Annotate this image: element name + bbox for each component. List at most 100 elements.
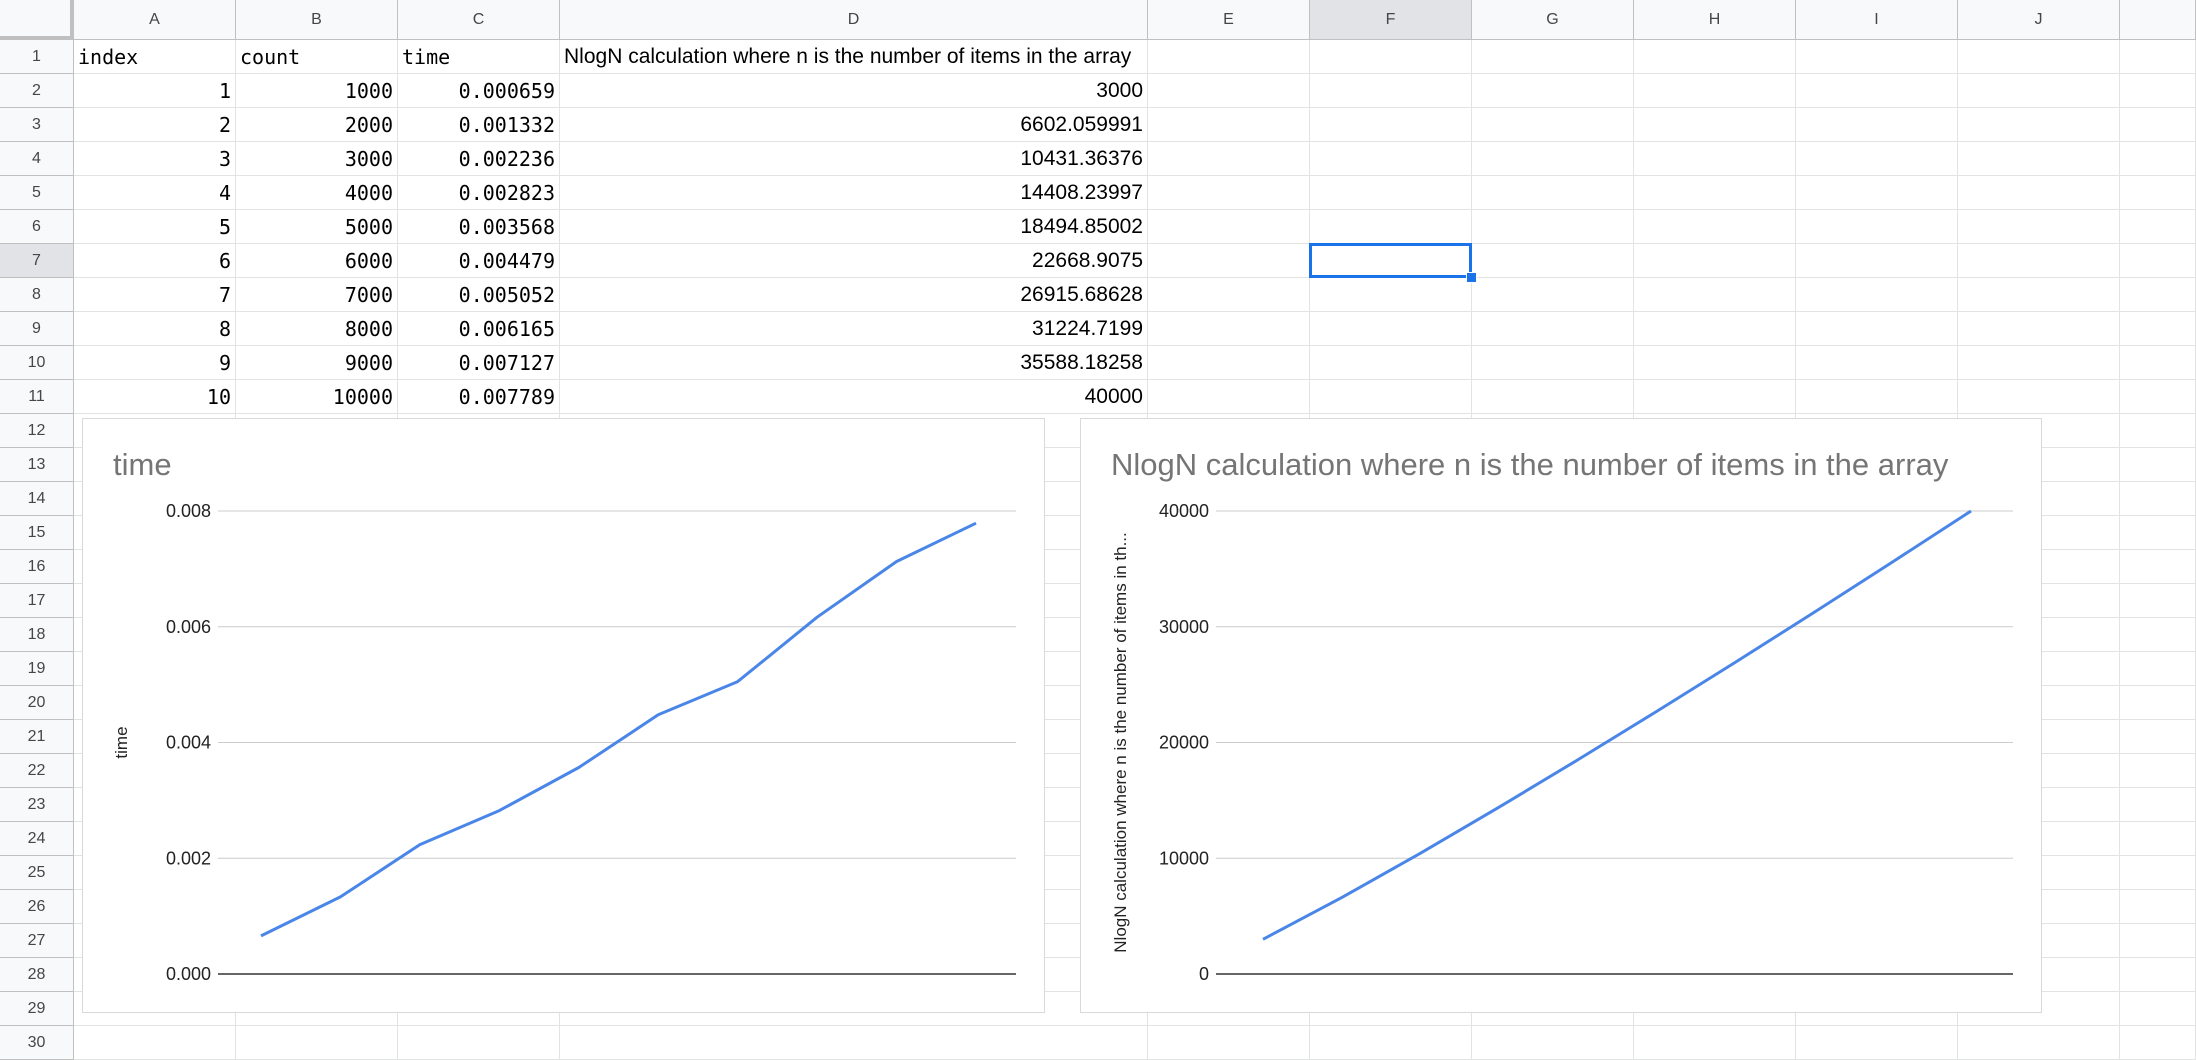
data-point[interactable] bbox=[493, 805, 505, 817]
cell-d11[interactable]: 40000 bbox=[560, 380, 1148, 414]
cell-i3[interactable] bbox=[1796, 108, 1958, 142]
data-point[interactable] bbox=[652, 709, 664, 721]
cell-d2[interactable]: 3000 bbox=[560, 74, 1148, 108]
cell-k21[interactable] bbox=[2120, 720, 2196, 754]
cell-a1[interactable]: index bbox=[74, 40, 236, 74]
cell-k3[interactable] bbox=[2120, 108, 2196, 142]
column-header-j[interactable]: J bbox=[1958, 0, 2120, 40]
cell-g11[interactable] bbox=[1472, 380, 1634, 414]
cell-g6[interactable] bbox=[1472, 210, 1634, 244]
cell-g7[interactable] bbox=[1472, 244, 1634, 278]
cell-e6[interactable] bbox=[1148, 210, 1310, 244]
cell-g9[interactable] bbox=[1472, 312, 1634, 346]
data-point[interactable] bbox=[1414, 847, 1426, 859]
row-header-28[interactable]: 28 bbox=[0, 958, 74, 992]
cell-h4[interactable] bbox=[1634, 142, 1796, 176]
row-header-21[interactable]: 21 bbox=[0, 720, 74, 754]
cell-b7[interactable]: 6000 bbox=[236, 244, 398, 278]
cell-k27[interactable] bbox=[2120, 924, 2196, 958]
cell-e5[interactable] bbox=[1148, 176, 1310, 210]
cell-c5[interactable]: 0.002823 bbox=[398, 176, 560, 210]
nlogn-chart[interactable]: NlogN calculation where n is the number … bbox=[1080, 418, 2042, 1013]
column-header-d[interactable]: D bbox=[560, 0, 1148, 40]
cell-j29[interactable] bbox=[1958, 992, 2120, 1026]
row-header-10[interactable]: 10 bbox=[0, 346, 74, 380]
cell-i7[interactable] bbox=[1796, 244, 1958, 278]
cell-k16[interactable] bbox=[2120, 550, 2196, 584]
cell-h6[interactable] bbox=[1634, 210, 1796, 244]
row-header-18[interactable]: 18 bbox=[0, 618, 74, 652]
column-header-f[interactable]: F bbox=[1310, 0, 1472, 40]
data-point[interactable] bbox=[1965, 505, 1977, 517]
cell-g8[interactable] bbox=[1472, 278, 1634, 312]
data-point[interactable] bbox=[970, 517, 982, 529]
cell-b11[interactable]: 10000 bbox=[236, 380, 398, 414]
cell-g1[interactable] bbox=[1472, 40, 1634, 74]
cell-c6[interactable]: 0.003568 bbox=[398, 210, 560, 244]
cell-d7[interactable]: 22668.9075 bbox=[560, 244, 1148, 278]
cell-j7[interactable] bbox=[1958, 244, 2120, 278]
cell-k11[interactable] bbox=[2120, 380, 2196, 414]
cell-k2[interactable] bbox=[2120, 74, 2196, 108]
row-header-3[interactable]: 3 bbox=[0, 108, 74, 142]
cell-e9[interactable] bbox=[1148, 312, 1310, 346]
row-header-7[interactable]: 7 bbox=[0, 244, 74, 278]
data-point[interactable] bbox=[1572, 754, 1584, 766]
cell-c8[interactable]: 0.005052 bbox=[398, 278, 560, 312]
row-header-11[interactable]: 11 bbox=[0, 380, 74, 414]
cell-c11[interactable]: 0.007789 bbox=[398, 380, 560, 414]
cell-h1[interactable] bbox=[1634, 40, 1796, 74]
row-header-16[interactable]: 16 bbox=[0, 550, 74, 584]
cell-a2[interactable]: 1 bbox=[74, 74, 236, 108]
data-point[interactable] bbox=[573, 762, 585, 774]
cell-i1[interactable] bbox=[1796, 40, 1958, 74]
row-header-13[interactable]: 13 bbox=[0, 448, 74, 482]
cell-h30[interactable] bbox=[1634, 1026, 1796, 1060]
column-header-b[interactable]: B bbox=[236, 0, 398, 40]
cell-k7[interactable] bbox=[2120, 244, 2196, 278]
cell-k23[interactable] bbox=[2120, 788, 2196, 822]
cell-c10[interactable]: 0.007127 bbox=[398, 346, 560, 380]
row-header-17[interactable]: 17 bbox=[0, 584, 74, 618]
cell-c1[interactable]: time bbox=[398, 40, 560, 74]
cell-k5[interactable] bbox=[2120, 176, 2196, 210]
cell-k24[interactable] bbox=[2120, 822, 2196, 856]
cell-d4[interactable]: 10431.36376 bbox=[560, 142, 1148, 176]
cell-j30[interactable] bbox=[1958, 1026, 2120, 1060]
cell-k4[interactable] bbox=[2120, 142, 2196, 176]
cell-i11[interactable] bbox=[1796, 380, 1958, 414]
cell-b4[interactable]: 3000 bbox=[236, 142, 398, 176]
cell-e8[interactable] bbox=[1148, 278, 1310, 312]
data-point[interactable] bbox=[1729, 656, 1741, 668]
cell-g10[interactable] bbox=[1472, 346, 1634, 380]
cell-k26[interactable] bbox=[2120, 890, 2196, 924]
cell-a7[interactable]: 6 bbox=[74, 244, 236, 278]
cell-a6[interactable]: 5 bbox=[74, 210, 236, 244]
data-point[interactable] bbox=[811, 611, 823, 623]
cell-j6[interactable] bbox=[1958, 210, 2120, 244]
cell-k8[interactable] bbox=[2120, 278, 2196, 312]
cell-k6[interactable] bbox=[2120, 210, 2196, 244]
row-header-15[interactable]: 15 bbox=[0, 516, 74, 550]
cell-h10[interactable] bbox=[1634, 346, 1796, 380]
cell-k19[interactable] bbox=[2120, 652, 2196, 686]
active-cell-selection[interactable] bbox=[1309, 243, 1472, 278]
cell-e7[interactable] bbox=[1148, 244, 1310, 278]
cell-j2[interactable] bbox=[1958, 74, 2120, 108]
cell-e3[interactable] bbox=[1148, 108, 1310, 142]
row-header-29[interactable]: 29 bbox=[0, 992, 74, 1026]
time-chart[interactable]: time 0.008 0.006 0.004 0.002 0.000 time bbox=[82, 418, 1045, 1013]
cell-k1[interactable] bbox=[2120, 40, 2196, 74]
row-header-12[interactable]: 12 bbox=[0, 414, 74, 448]
cell-k9[interactable] bbox=[2120, 312, 2196, 346]
cell-a8[interactable]: 7 bbox=[74, 278, 236, 312]
cell-k28[interactable] bbox=[2120, 958, 2196, 992]
cell-c7[interactable]: 0.004479 bbox=[398, 244, 560, 278]
cell-h5[interactable] bbox=[1634, 176, 1796, 210]
column-header-i[interactable]: I bbox=[1796, 0, 1958, 40]
cell-d6[interactable]: 18494.85002 bbox=[560, 210, 1148, 244]
cell-e4[interactable] bbox=[1148, 142, 1310, 176]
cell-b2[interactable]: 1000 bbox=[236, 74, 398, 108]
cell-a30[interactable] bbox=[74, 1026, 236, 1060]
cell-a9[interactable]: 8 bbox=[74, 312, 236, 346]
